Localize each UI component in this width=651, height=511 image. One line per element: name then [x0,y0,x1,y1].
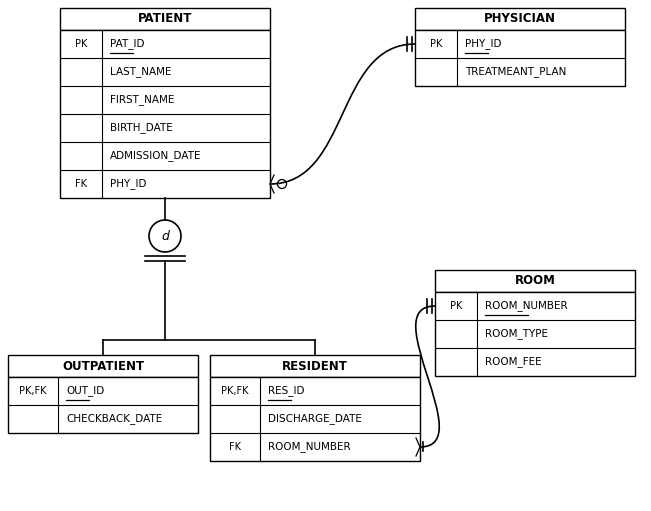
Text: PAT_ID: PAT_ID [110,38,145,50]
Text: TREATMEANT_PLAN: TREATMEANT_PLAN [465,66,566,78]
Text: PK: PK [450,301,462,311]
Text: ROOM_NUMBER: ROOM_NUMBER [268,442,351,452]
Text: PATIENT: PATIENT [138,12,192,26]
Bar [8,377,198,433]
Text: PK: PK [75,39,87,49]
Text: ADMISSION_DATE: ADMISSION_DATE [110,151,202,161]
Text: PK,FK: PK,FK [20,386,47,396]
Text: RES_ID: RES_ID [268,385,305,397]
Bar [435,270,635,292]
Text: d: d [161,229,169,243]
Text: LAST_NAME: LAST_NAME [110,66,171,78]
Text: PHY_ID: PHY_ID [465,38,501,50]
Text: OUT_ID: OUT_ID [66,385,104,397]
Text: FIRST_NAME: FIRST_NAME [110,95,174,105]
Text: DISCHARGE_DATE: DISCHARGE_DATE [268,413,362,425]
Bar [210,377,420,461]
Text: OUTPATIENT: OUTPATIENT [62,360,144,373]
Bar [210,355,420,377]
Bar [60,8,270,30]
Text: ROOM_NUMBER: ROOM_NUMBER [485,300,568,311]
Text: ROOM: ROOM [514,274,555,288]
Text: RESIDENT: RESIDENT [282,360,348,373]
Text: FK: FK [229,442,241,452]
Text: ROOM_TYPE: ROOM_TYPE [485,329,548,339]
Bar [8,355,198,377]
Text: PHY_ID: PHY_ID [110,178,146,190]
Text: FK: FK [75,179,87,189]
Text: PHYSICIAN: PHYSICIAN [484,12,556,26]
Text: PK: PK [430,39,442,49]
Text: BIRTH_DATE: BIRTH_DATE [110,123,173,133]
Bar [415,30,625,86]
Text: ROOM_FEE: ROOM_FEE [485,357,542,367]
Bar [60,30,270,198]
Text: PK,FK: PK,FK [221,386,249,396]
Bar [435,292,635,376]
Bar [415,8,625,30]
Text: CHECKBACK_DATE: CHECKBACK_DATE [66,413,162,425]
